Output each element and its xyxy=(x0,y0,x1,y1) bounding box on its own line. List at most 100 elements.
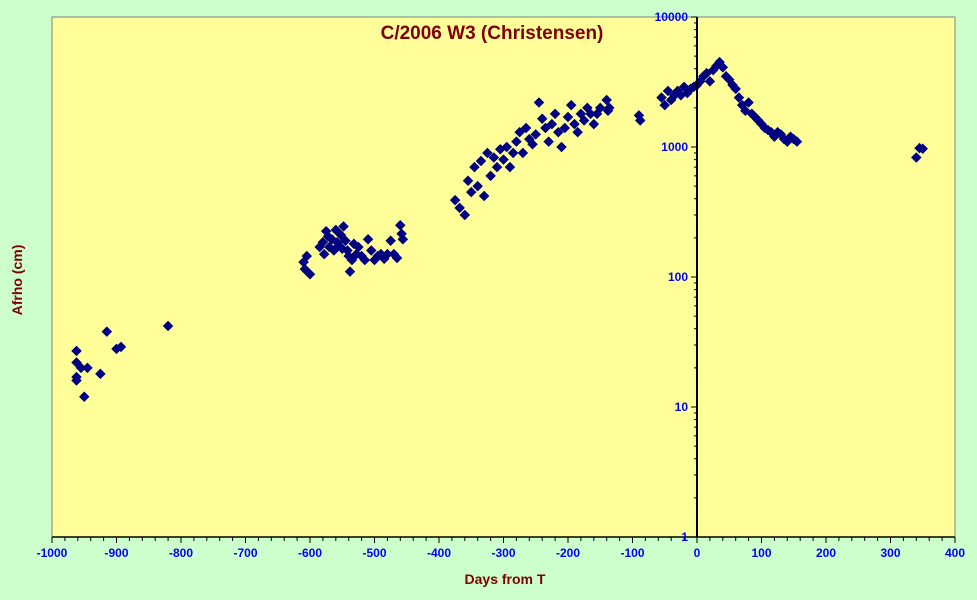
data-point xyxy=(95,368,106,380)
data-point xyxy=(634,115,646,126)
y-tick-label: 100 xyxy=(668,270,688,284)
data-point xyxy=(359,254,371,266)
x-axis-title: Days from T xyxy=(465,571,546,587)
data-point xyxy=(717,61,729,73)
x-tick-label: -200 xyxy=(556,546,580,560)
data-point xyxy=(449,194,461,206)
data-point xyxy=(601,94,613,106)
data-point xyxy=(397,233,409,245)
y-axis-title: Afrho (cm) xyxy=(9,245,25,316)
x-tick-label: 100 xyxy=(751,546,771,560)
data-point xyxy=(527,138,538,150)
data-point xyxy=(733,92,745,103)
data-point xyxy=(353,241,364,253)
x-tick-label: -300 xyxy=(491,546,515,560)
data-point xyxy=(530,129,542,140)
data-point xyxy=(459,209,471,221)
x-tick-label: 400 xyxy=(945,546,965,560)
data-point xyxy=(362,233,374,245)
y-tick-label: 1 xyxy=(681,530,688,544)
data-point xyxy=(101,326,113,337)
data-point xyxy=(82,362,93,374)
data-point xyxy=(917,143,929,155)
data-point xyxy=(491,161,503,173)
data-point xyxy=(478,190,490,202)
x-tick-label: 0 xyxy=(694,546,701,560)
data-point xyxy=(317,236,329,248)
data-point xyxy=(475,155,487,167)
data-point xyxy=(556,141,567,153)
x-tick-label: 300 xyxy=(880,546,900,560)
data-point xyxy=(569,118,580,130)
data-point xyxy=(391,252,403,264)
data-point xyxy=(514,126,525,138)
data-point xyxy=(552,126,564,138)
data-point xyxy=(578,115,590,126)
x-tick-label: -700 xyxy=(233,546,257,560)
data-point xyxy=(344,266,356,277)
data-point xyxy=(549,108,561,120)
x-tick-label: -600 xyxy=(298,546,322,560)
y-tick-label: 1000 xyxy=(661,140,688,154)
x-tick-label: -100 xyxy=(620,546,644,560)
data-point xyxy=(454,202,465,214)
data-point xyxy=(346,254,358,266)
data-point xyxy=(562,111,574,123)
data-point xyxy=(318,248,330,260)
data-point xyxy=(730,83,742,95)
data-point xyxy=(78,391,90,403)
data-point xyxy=(162,320,174,332)
data-point xyxy=(465,186,477,198)
x-tick-label: -1000 xyxy=(37,546,68,560)
data-point xyxy=(517,147,529,159)
data-point xyxy=(511,136,522,147)
data-point xyxy=(498,154,509,165)
data-point xyxy=(910,152,922,163)
plot-area xyxy=(51,16,956,538)
data-point xyxy=(482,147,493,159)
data-point xyxy=(565,99,577,111)
data-point xyxy=(338,221,349,232)
data-point xyxy=(588,118,600,130)
x-tick-label: -800 xyxy=(169,546,193,560)
data-point xyxy=(594,102,606,114)
data-point xyxy=(543,136,555,147)
data-point xyxy=(559,122,571,134)
data-point xyxy=(662,85,674,97)
data-point xyxy=(340,235,351,247)
y-tick-label: 10000 xyxy=(655,10,689,24)
data-point xyxy=(485,170,496,182)
data-point xyxy=(743,97,754,108)
data-point xyxy=(504,161,516,173)
data-point xyxy=(71,375,82,386)
data-point xyxy=(656,92,667,103)
y-axis-ticks: 1 10 100 1000 10000 xyxy=(655,10,697,544)
x-axis-ticks: -1000 -900 -800 -700 -600 -500 -400 -300 -200 -10… xyxy=(37,537,965,560)
data-point xyxy=(572,126,584,138)
data-point xyxy=(115,341,127,353)
data-point xyxy=(462,175,474,187)
x-tick-label: -400 xyxy=(427,546,451,560)
data-point xyxy=(546,118,558,130)
data-point xyxy=(659,99,671,111)
data-point xyxy=(301,250,313,262)
data-points xyxy=(71,56,929,403)
y-tick-label: 10 xyxy=(675,400,689,414)
x-tick-label: -500 xyxy=(362,546,386,560)
data-point xyxy=(501,141,513,153)
data-point xyxy=(520,122,532,134)
data-point xyxy=(488,152,500,163)
data-point xyxy=(71,345,82,357)
data-point xyxy=(536,113,548,125)
data-point xyxy=(304,268,316,280)
data-point xyxy=(791,136,803,147)
data-point xyxy=(365,245,377,256)
data-point xyxy=(385,235,396,247)
chart-title: C/2006 W3 (Christensen) xyxy=(381,23,604,44)
x-tick-label: 200 xyxy=(816,546,836,560)
data-point xyxy=(704,75,716,87)
data-point xyxy=(603,102,615,114)
data-point xyxy=(472,180,484,192)
